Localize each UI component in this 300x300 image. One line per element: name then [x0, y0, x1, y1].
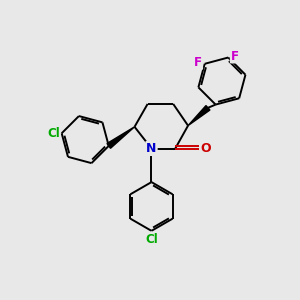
Text: Cl: Cl	[145, 233, 158, 246]
Text: F: F	[231, 50, 239, 62]
Text: Cl: Cl	[47, 127, 60, 140]
Text: O: O	[200, 142, 211, 155]
Polygon shape	[107, 127, 134, 148]
Polygon shape	[188, 106, 210, 126]
Text: N: N	[146, 142, 157, 155]
Text: F: F	[194, 56, 202, 69]
